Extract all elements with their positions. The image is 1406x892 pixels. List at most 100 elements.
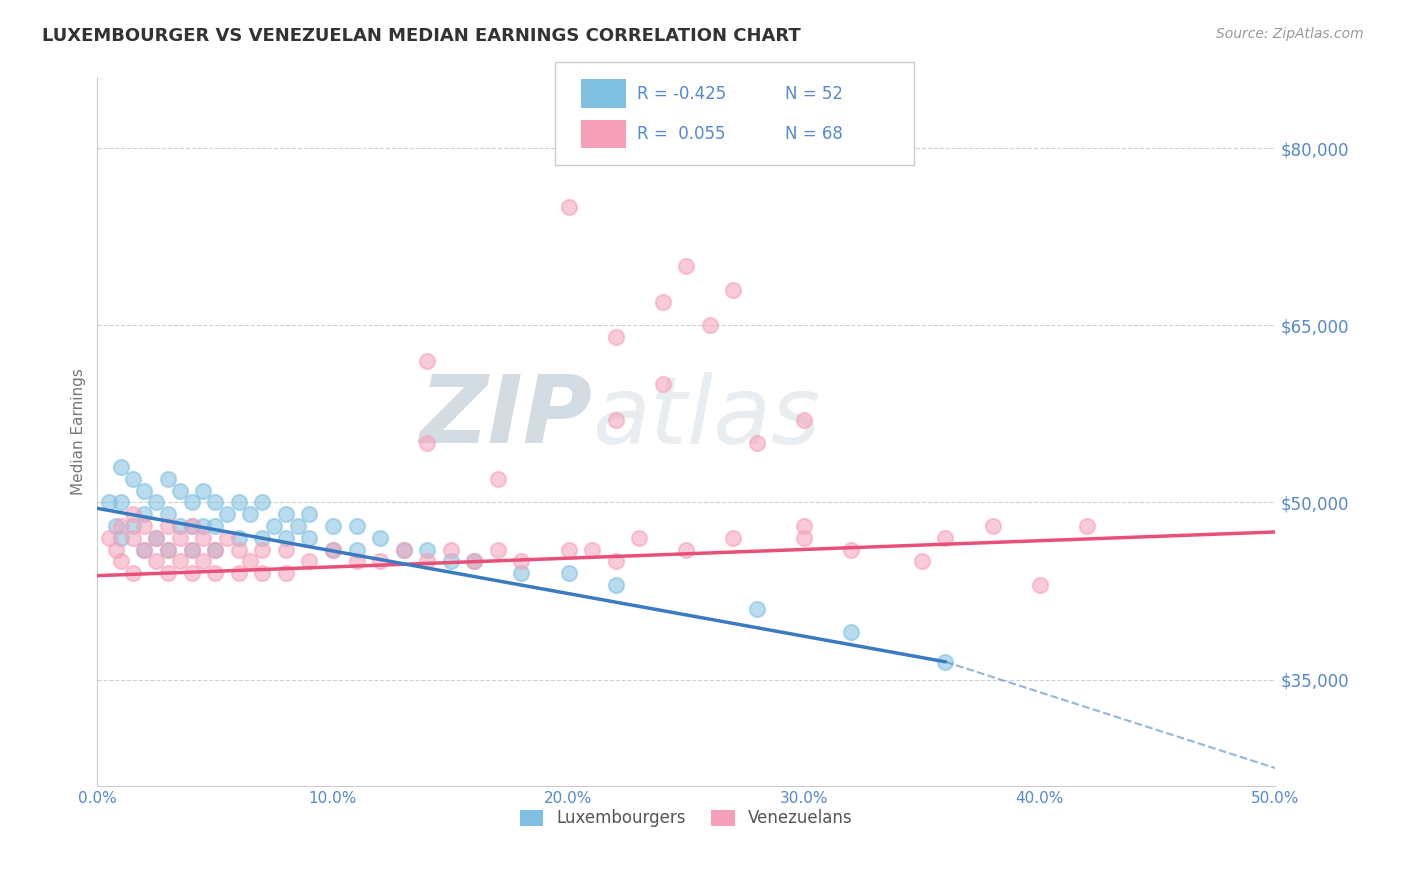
Point bbox=[252, 542, 274, 557]
Point bbox=[486, 472, 509, 486]
Point bbox=[121, 531, 143, 545]
Point bbox=[110, 519, 132, 533]
Point bbox=[839, 542, 862, 557]
Point bbox=[157, 542, 180, 557]
Point bbox=[793, 519, 815, 533]
Point bbox=[180, 495, 202, 509]
Point bbox=[204, 566, 226, 581]
Point bbox=[110, 554, 132, 568]
Point bbox=[675, 260, 697, 274]
Point bbox=[145, 531, 167, 545]
Point bbox=[287, 519, 309, 533]
Point bbox=[839, 625, 862, 640]
Point bbox=[98, 531, 121, 545]
Point bbox=[193, 554, 215, 568]
Point bbox=[723, 283, 745, 297]
Point bbox=[228, 566, 250, 581]
Point bbox=[157, 472, 180, 486]
Point bbox=[180, 566, 202, 581]
Text: ZIP: ZIP bbox=[419, 371, 592, 464]
Point bbox=[157, 566, 180, 581]
Point bbox=[298, 554, 321, 568]
Point bbox=[121, 519, 143, 533]
Point bbox=[193, 531, 215, 545]
Point bbox=[605, 413, 627, 427]
Point bbox=[557, 566, 579, 581]
Point bbox=[322, 519, 344, 533]
Point bbox=[121, 566, 143, 581]
Point bbox=[416, 542, 439, 557]
Point bbox=[157, 519, 180, 533]
Point bbox=[274, 542, 297, 557]
Point bbox=[322, 542, 344, 557]
Point bbox=[157, 542, 180, 557]
Point bbox=[793, 531, 815, 545]
Point bbox=[169, 483, 191, 498]
Point bbox=[145, 495, 167, 509]
Point bbox=[628, 531, 651, 545]
Text: N = 52: N = 52 bbox=[785, 85, 842, 103]
Point bbox=[723, 531, 745, 545]
Point bbox=[699, 318, 721, 333]
Point bbox=[228, 495, 250, 509]
Point bbox=[392, 542, 415, 557]
Point bbox=[134, 542, 156, 557]
Point bbox=[274, 531, 297, 545]
Point bbox=[169, 519, 191, 533]
Point bbox=[121, 472, 143, 486]
Point bbox=[145, 531, 167, 545]
Point bbox=[228, 542, 250, 557]
Text: Source: ZipAtlas.com: Source: ZipAtlas.com bbox=[1216, 27, 1364, 41]
Point bbox=[368, 531, 391, 545]
Point bbox=[252, 531, 274, 545]
Point bbox=[134, 483, 156, 498]
Point bbox=[486, 542, 509, 557]
Text: N = 68: N = 68 bbox=[785, 125, 842, 143]
Point bbox=[440, 554, 463, 568]
Point bbox=[605, 578, 627, 592]
Point bbox=[204, 495, 226, 509]
Text: LUXEMBOURGER VS VENEZUELAN MEDIAN EARNINGS CORRELATION CHART: LUXEMBOURGER VS VENEZUELAN MEDIAN EARNIN… bbox=[42, 27, 801, 45]
Point bbox=[239, 508, 262, 522]
Point bbox=[204, 542, 226, 557]
Point bbox=[98, 495, 121, 509]
Text: R =  0.055: R = 0.055 bbox=[637, 125, 725, 143]
Point bbox=[322, 542, 344, 557]
Point bbox=[193, 519, 215, 533]
Text: R = -0.425: R = -0.425 bbox=[637, 85, 725, 103]
Point bbox=[298, 508, 321, 522]
Point bbox=[110, 495, 132, 509]
Point bbox=[193, 483, 215, 498]
Point bbox=[105, 519, 128, 533]
Point bbox=[105, 542, 128, 557]
Point bbox=[934, 655, 956, 669]
Text: atlas: atlas bbox=[592, 372, 820, 463]
Point bbox=[169, 554, 191, 568]
Point bbox=[180, 542, 202, 557]
Point bbox=[463, 554, 485, 568]
Point bbox=[557, 542, 579, 557]
Point bbox=[204, 519, 226, 533]
Point bbox=[911, 554, 934, 568]
Point bbox=[745, 436, 768, 450]
Point bbox=[180, 542, 202, 557]
Point bbox=[239, 554, 262, 568]
Legend: Luxembourgers, Venezuelans: Luxembourgers, Venezuelans bbox=[513, 803, 859, 834]
Point bbox=[463, 554, 485, 568]
Point bbox=[1029, 578, 1052, 592]
Point bbox=[416, 353, 439, 368]
Point bbox=[298, 531, 321, 545]
Point bbox=[121, 508, 143, 522]
Point bbox=[392, 542, 415, 557]
Point bbox=[228, 531, 250, 545]
Point bbox=[416, 436, 439, 450]
Y-axis label: Median Earnings: Median Earnings bbox=[72, 368, 86, 495]
Point bbox=[180, 519, 202, 533]
Point bbox=[651, 377, 673, 392]
Point bbox=[346, 554, 368, 568]
Point bbox=[581, 542, 603, 557]
Point bbox=[745, 601, 768, 615]
Point bbox=[510, 566, 533, 581]
Point bbox=[169, 531, 191, 545]
Point bbox=[440, 542, 463, 557]
